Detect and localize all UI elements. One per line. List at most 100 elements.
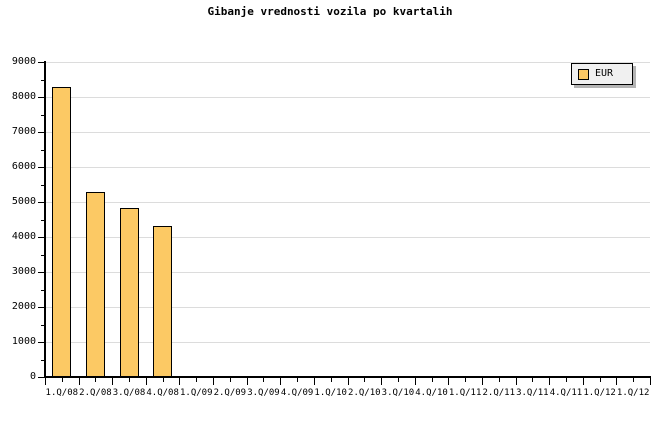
x-axis-minor-tick bbox=[600, 378, 601, 382]
y-axis-tick bbox=[38, 167, 45, 168]
y-axis-label: 5000 bbox=[11, 196, 36, 207]
x-axis-minor-tick bbox=[532, 378, 533, 382]
x-axis-tick bbox=[448, 378, 449, 385]
y-axis-tick bbox=[38, 202, 45, 203]
y-axis-minor-tick bbox=[41, 289, 45, 291]
x-axis-label: 1.Q/09 bbox=[179, 388, 213, 398]
x-axis-label: 2.Q/09 bbox=[213, 388, 247, 398]
x-axis-tick bbox=[179, 378, 180, 385]
x-axis-line bbox=[44, 376, 651, 378]
y-axis-tick bbox=[38, 97, 45, 98]
legend-swatch-eur bbox=[578, 69, 589, 80]
x-axis-minor-tick bbox=[297, 378, 298, 382]
x-axis-tick bbox=[583, 378, 584, 385]
x-axis-label: 4.Q/11 bbox=[549, 388, 583, 398]
bar bbox=[52, 87, 71, 377]
x-axis-tick bbox=[381, 378, 382, 385]
y-axis-tick bbox=[38, 377, 45, 378]
bar bbox=[153, 226, 172, 377]
x-axis-label: 3.Q/11 bbox=[516, 388, 549, 398]
y-axis-minor-tick bbox=[41, 184, 45, 186]
x-axis-label: 4.Q/09 bbox=[280, 388, 314, 398]
plot-area bbox=[44, 62, 650, 377]
x-axis-label: 3.Q/10 bbox=[381, 388, 415, 398]
y-axis-label: 9000 bbox=[11, 56, 36, 67]
y-axis-minor-tick bbox=[41, 324, 45, 326]
x-axis-label: 3.Q/09 bbox=[247, 388, 280, 398]
x-axis-minor-tick bbox=[230, 378, 231, 382]
x-axis-tick bbox=[146, 378, 147, 385]
y-axis-tick bbox=[38, 132, 45, 133]
y-axis-tick bbox=[38, 307, 45, 308]
y-axis-label: 8000 bbox=[11, 91, 36, 102]
chart-legend: EUR bbox=[571, 63, 633, 85]
x-axis-minor-tick bbox=[566, 378, 567, 382]
y-axis-line bbox=[44, 61, 46, 378]
x-axis-minor-tick bbox=[633, 378, 634, 382]
gridline bbox=[44, 342, 650, 343]
x-axis-label: 1.Q/12 bbox=[616, 388, 650, 398]
x-axis-minor-tick bbox=[398, 378, 399, 382]
x-axis-minor-tick bbox=[163, 378, 164, 382]
y-axis-minor-tick bbox=[41, 359, 45, 361]
y-axis-minor-tick bbox=[41, 114, 45, 116]
x-axis-label: 3.Q/08 bbox=[112, 388, 146, 398]
x-axis-label: 2.Q/10 bbox=[348, 388, 381, 398]
y-axis-label: 2000 bbox=[11, 301, 36, 312]
y-axis-minor-tick bbox=[41, 254, 45, 256]
x-axis-label: 4.Q/10 bbox=[415, 388, 448, 398]
gridline bbox=[44, 167, 650, 168]
x-axis-minor-tick bbox=[129, 378, 130, 382]
x-axis-tick bbox=[280, 378, 281, 385]
x-axis-tick bbox=[616, 378, 617, 385]
y-axis-tick bbox=[38, 272, 45, 273]
y-axis-label: 6000 bbox=[11, 161, 36, 172]
x-axis-minor-tick bbox=[364, 378, 365, 382]
x-axis-minor-tick bbox=[465, 378, 466, 382]
x-axis-minor-tick bbox=[263, 378, 264, 382]
x-axis-tick bbox=[314, 378, 315, 385]
bar bbox=[120, 208, 139, 377]
y-axis-minor-tick bbox=[41, 219, 45, 221]
legend-label-eur: EUR bbox=[595, 68, 614, 79]
y-axis-tick bbox=[38, 62, 45, 63]
x-axis-tick bbox=[45, 378, 46, 385]
x-axis-tick bbox=[247, 378, 248, 385]
x-axis-tick bbox=[650, 378, 651, 385]
x-axis-tick bbox=[348, 378, 349, 385]
bar bbox=[86, 192, 105, 377]
x-axis-label: 1.Q/10 bbox=[314, 388, 347, 398]
y-axis-minor-tick bbox=[41, 79, 45, 81]
chart-title: Gibanje vrednosti vozila po kvartalih bbox=[207, 5, 453, 18]
y-axis-label: 3000 bbox=[11, 266, 36, 277]
x-axis-tick bbox=[112, 378, 113, 385]
x-axis-tick bbox=[213, 378, 214, 385]
gridline bbox=[44, 132, 650, 133]
x-axis-tick bbox=[549, 378, 550, 385]
x-axis-tick bbox=[79, 378, 80, 385]
gridline bbox=[44, 272, 650, 273]
gridline bbox=[44, 202, 650, 203]
x-axis-tick bbox=[415, 378, 416, 385]
y-axis-label: 7000 bbox=[11, 126, 36, 137]
gridline bbox=[44, 62, 650, 63]
gridline bbox=[44, 237, 650, 238]
y-axis-label: 4000 bbox=[11, 231, 36, 242]
x-axis-minor-tick bbox=[499, 378, 500, 382]
gridline bbox=[44, 307, 650, 308]
x-axis-label: 2.Q/08 bbox=[79, 388, 112, 398]
x-axis-tick bbox=[516, 378, 517, 385]
x-axis-minor-tick bbox=[196, 378, 197, 382]
x-axis-minor-tick bbox=[432, 378, 433, 382]
y-axis-label: 1000 bbox=[11, 336, 36, 347]
y-axis-tick bbox=[38, 237, 45, 238]
x-axis-label: 1.Q/08 bbox=[45, 388, 79, 398]
x-axis-label: 1.Q/11 bbox=[448, 388, 482, 398]
x-axis-label: 2.Q/11 bbox=[482, 388, 515, 398]
x-axis-label: 4.Q/08 bbox=[146, 388, 179, 398]
x-axis-minor-tick bbox=[62, 378, 63, 382]
y-axis-minor-tick bbox=[41, 149, 45, 151]
y-axis-label: 0 bbox=[29, 371, 36, 382]
y-axis-tick bbox=[38, 342, 45, 343]
